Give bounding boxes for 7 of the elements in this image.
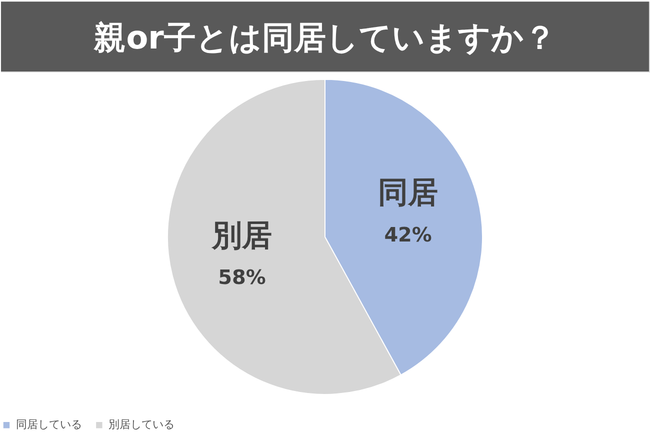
text: 同居 — [378, 176, 438, 211]
data-label: 58% — [218, 266, 266, 290]
data-label: 42% — [384, 224, 432, 247]
legend-label: 別居している — [108, 418, 175, 432]
text: 別居 — [212, 218, 272, 254]
legend-label: 同居している — [16, 418, 82, 432]
chart-title: 親or子とは同居していますか？ — [93, 18, 556, 57]
